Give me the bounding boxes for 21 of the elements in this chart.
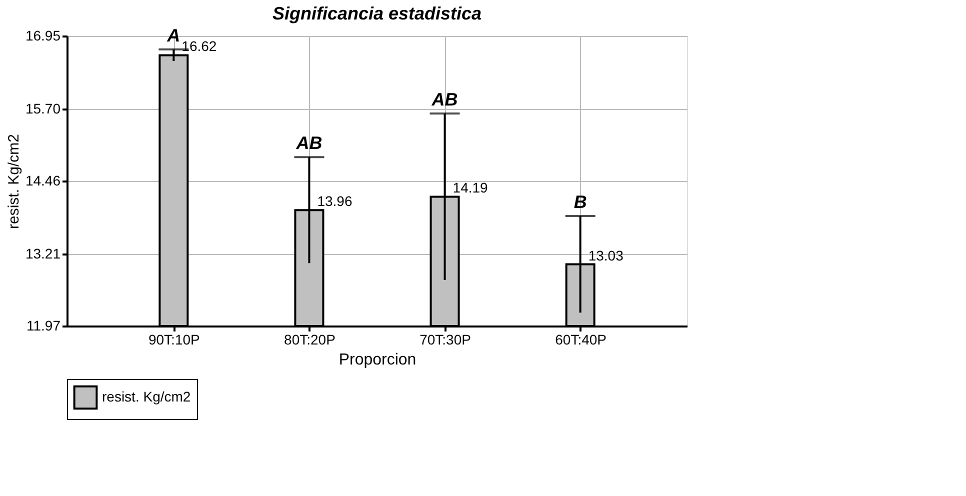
annotation: AB: [430, 89, 458, 110]
annotation: B: [574, 192, 587, 212]
y-tick-label: 13.21: [25, 245, 61, 262]
annotation: AB: [295, 133, 322, 154]
data-label: 13.03: [588, 247, 624, 264]
x-tick-label: 90T:10P: [148, 332, 200, 348]
y-tick-label: 15.70: [25, 100, 61, 116]
x-tick-label: 80T:20P: [284, 332, 336, 348]
y-tick-label: 11.97: [26, 318, 61, 334]
legend-label: resist. Kg/cm2: [102, 388, 191, 404]
x-tick-label: 60T:40P: [555, 332, 607, 348]
y-axis-title: resist. Kg/cm2: [5, 134, 22, 230]
y-tick-label: 14.46: [25, 172, 61, 188]
annotation: A: [166, 25, 180, 46]
x-axis-title: Proporcion: [338, 352, 416, 368]
chart-title: Significancia estadistica: [272, 3, 482, 24]
data-label: 14.19: [452, 180, 488, 196]
data-label: 13.96: [317, 193, 352, 210]
x-tick-label: 70T:30P: [420, 332, 471, 348]
y-tick-label: 16.95: [25, 28, 61, 44]
data-label: 16.62: [182, 38, 217, 54]
